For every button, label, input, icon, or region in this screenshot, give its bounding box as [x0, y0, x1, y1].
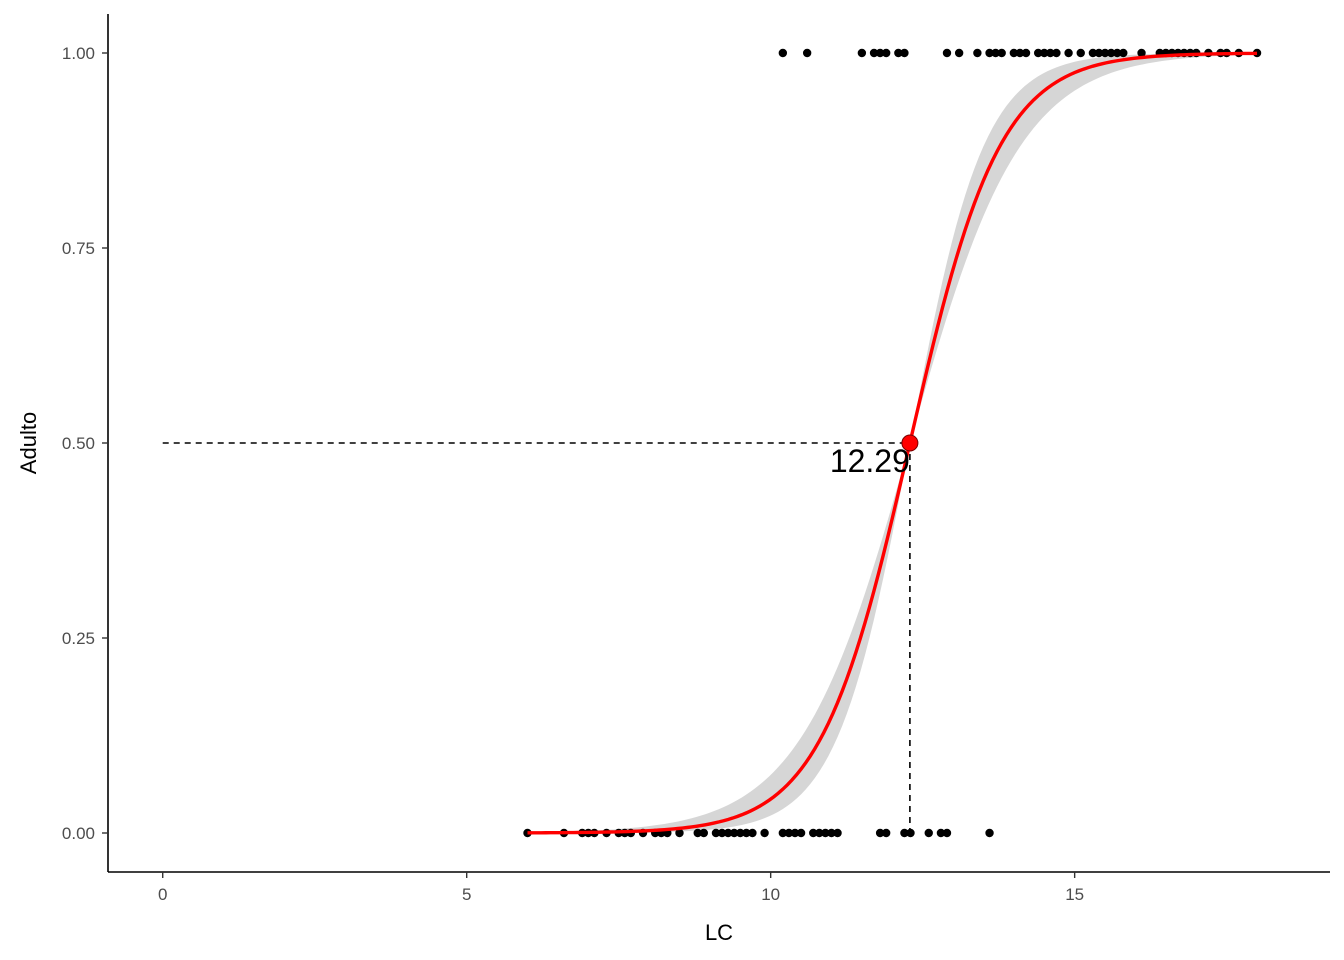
- threshold-label: 12.29: [830, 443, 910, 479]
- x-axis-title: LC: [705, 920, 733, 945]
- data-point: [1119, 48, 1128, 58]
- data-point: [729, 828, 739, 838]
- data-point: [821, 828, 830, 838]
- data-point: [790, 828, 800, 838]
- data-point: [748, 828, 757, 838]
- data-point: [1064, 48, 1073, 58]
- data-point: [723, 828, 733, 838]
- data-point: [942, 48, 952, 58]
- y-tick-label: 0.00: [62, 824, 95, 843]
- y-tick-label: 0.25: [62, 629, 95, 648]
- y-tick-label: 0.50: [62, 434, 95, 453]
- data-point: [736, 828, 745, 838]
- data-point: [1046, 48, 1055, 58]
- fitted-curve-layer: [527, 51, 1258, 835]
- x-tick-label: 5: [462, 885, 471, 904]
- data-point: [1009, 48, 1019, 58]
- data-point: [1137, 48, 1146, 58]
- x-tick-label: 15: [1065, 885, 1084, 904]
- data-point: [881, 828, 891, 838]
- data-point: [1094, 48, 1104, 58]
- data-point: [815, 828, 824, 838]
- reference-lines-layer: [162, 442, 911, 833]
- data-point: [802, 48, 812, 58]
- data-point: [1040, 48, 1049, 58]
- data-point: [693, 828, 702, 838]
- y-tick-label: 1.00: [62, 44, 95, 63]
- data-point: [1088, 48, 1098, 58]
- data-point: [742, 828, 751, 838]
- data-point: [954, 48, 964, 58]
- threshold-point: [901, 434, 919, 452]
- data-point: [1052, 48, 1061, 58]
- data-point: [1252, 48, 1262, 58]
- data-point: [784, 828, 794, 838]
- data-point: [1033, 48, 1043, 58]
- y-axis-title: Adulto: [16, 412, 41, 474]
- data-point: [1076, 48, 1085, 58]
- data-point: [985, 828, 994, 838]
- data-point: [894, 48, 903, 58]
- y-tick-label: 0.75: [62, 239, 95, 258]
- data-point: [1106, 48, 1116, 58]
- data-point: [936, 828, 946, 838]
- data-point: [675, 828, 684, 838]
- data-point: [869, 48, 879, 58]
- data-point: [900, 48, 909, 58]
- data-point: [985, 48, 994, 58]
- fitted-curve: [527, 51, 1258, 835]
- data-point: [973, 48, 982, 58]
- x-tick-label: 0: [158, 885, 167, 904]
- data-point: [1021, 48, 1031, 58]
- data-point: [711, 828, 721, 838]
- data-point: [906, 828, 915, 838]
- data-point: [796, 828, 806, 838]
- x-tick-label: 10: [761, 885, 780, 904]
- data-point: [717, 828, 727, 838]
- data-point: [857, 48, 867, 58]
- data-point: [1015, 48, 1025, 58]
- data-point: [942, 828, 952, 838]
- data-point: [778, 828, 788, 838]
- data-point: [778, 48, 788, 58]
- data-point: [997, 48, 1006, 58]
- data-point: [760, 828, 769, 838]
- annotations-layer: 12.29: [830, 434, 919, 479]
- ticks-layer: 0 5 10 15 0.00 0.25 0.50 0.75 1.00: [62, 44, 1084, 904]
- data-point: [991, 48, 1000, 58]
- data-point: [1113, 48, 1122, 58]
- data-point: [699, 828, 709, 838]
- data-point: [881, 48, 891, 58]
- data-point: [833, 828, 842, 838]
- data-point: [900, 828, 909, 838]
- data-point: [809, 828, 818, 838]
- data-point: [827, 828, 836, 838]
- data-point: [875, 828, 885, 838]
- data-point: [924, 828, 933, 838]
- data-point: [1100, 48, 1110, 58]
- data-point: [875, 48, 885, 58]
